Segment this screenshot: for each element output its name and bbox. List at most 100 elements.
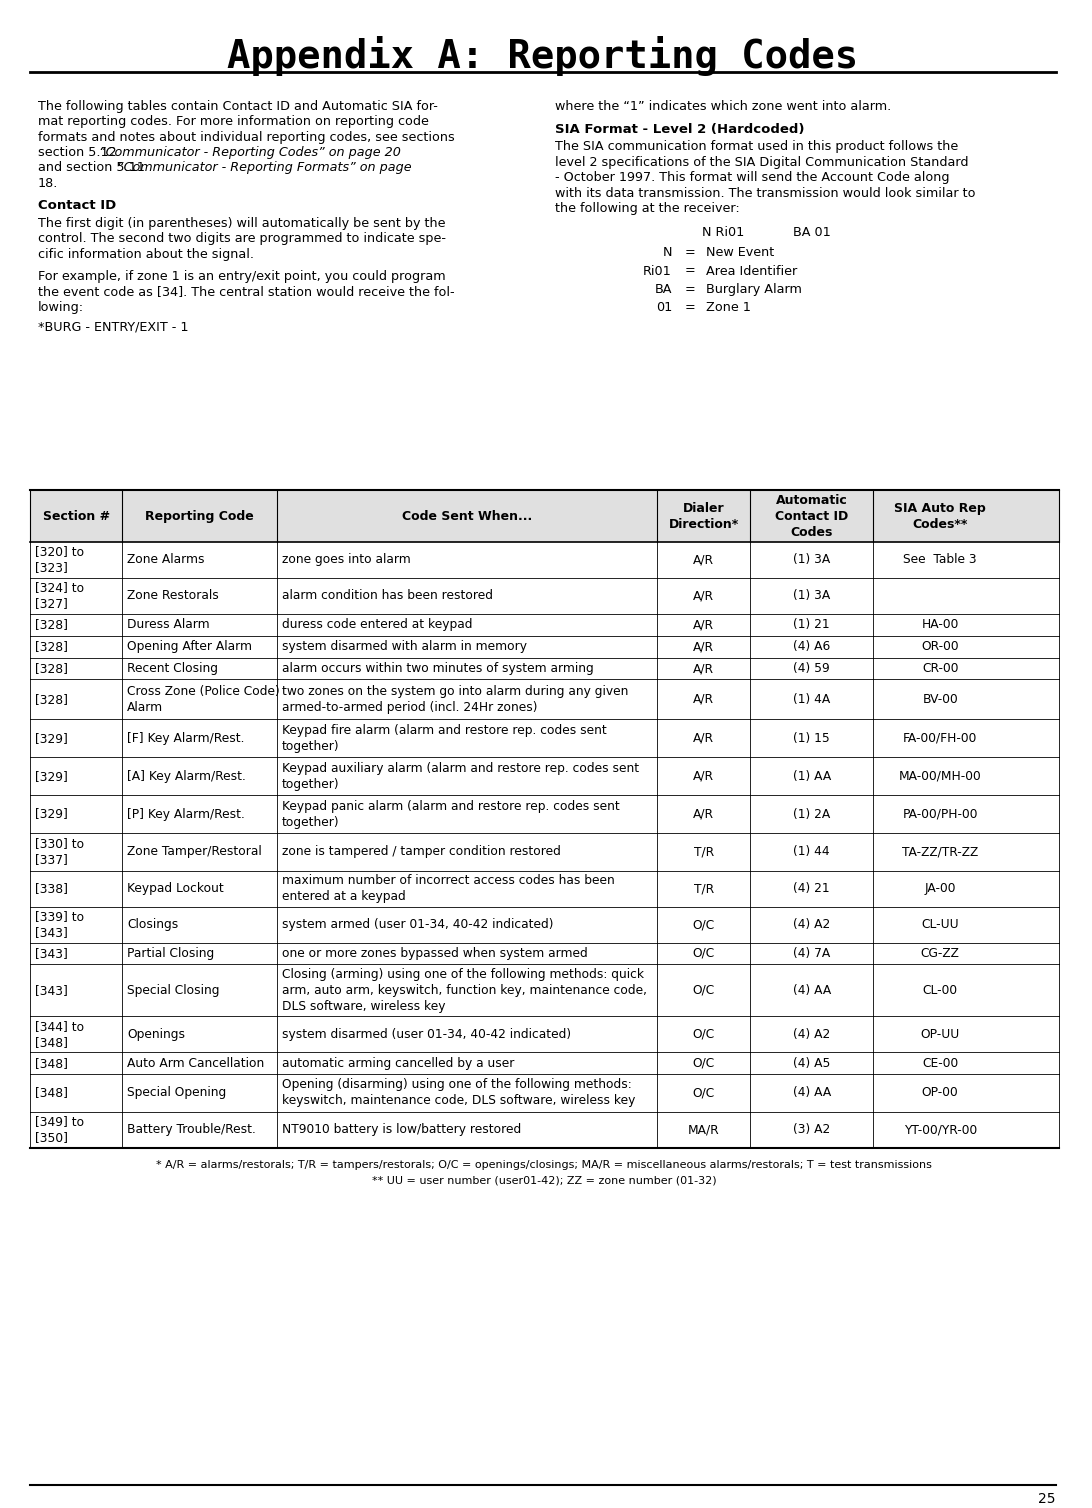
Bar <box>29 795 1058 832</box>
Text: [338]: [338] <box>35 882 68 896</box>
Text: (1) AA: (1) AA <box>793 769 831 783</box>
Text: OP-UU: OP-UU <box>921 1027 960 1041</box>
Text: A/R: A/R <box>693 692 714 706</box>
Bar <box>29 490 1058 541</box>
Text: [328]: [328] <box>35 662 68 676</box>
Text: mat reporting codes. For more information on reporting code: mat reporting codes. For more informatio… <box>38 115 429 128</box>
Text: Keypad panic alarm (alarm and restore rep. codes sent
together): Keypad panic alarm (alarm and restore re… <box>282 799 619 828</box>
Text: [320] to
[323]: [320] to [323] <box>35 546 84 575</box>
Text: For example, if zone 1 is an entry/exit point, you could program: For example, if zone 1 is an entry/exit … <box>38 270 446 284</box>
Text: [329]: [329] <box>35 769 68 783</box>
Text: level 2 specifications of the SIA Digital Communication Standard: level 2 specifications of the SIA Digita… <box>555 155 969 169</box>
Text: two zones on the system go into alarm during any given
armed-to-armed period (in: two zones on the system go into alarm du… <box>282 685 628 713</box>
Text: =: = <box>685 246 696 259</box>
Bar <box>29 578 1058 614</box>
Text: maximum number of incorrect access codes has been
entered at a keypad: maximum number of incorrect access codes… <box>282 875 615 903</box>
Text: where the “1” indicates which zone went into alarm.: where the “1” indicates which zone went … <box>555 100 891 113</box>
Text: 18.: 18. <box>38 176 58 190</box>
Text: (4) A5: (4) A5 <box>793 1057 830 1069</box>
Text: (1) 3A: (1) 3A <box>793 590 830 602</box>
Text: OR-00: OR-00 <box>922 639 959 653</box>
Text: Cross Zone (Police Code)
Alarm: Cross Zone (Police Code) Alarm <box>128 685 281 713</box>
Text: the following at the receiver:: the following at the receiver: <box>555 202 739 216</box>
Text: =: = <box>685 302 696 314</box>
Text: Area Identifier: Area Identifier <box>705 264 797 277</box>
Bar <box>29 942 1058 965</box>
Text: (4) A6: (4) A6 <box>793 639 830 653</box>
Text: MA-00/MH-00: MA-00/MH-00 <box>899 769 982 783</box>
Text: control. The second two digits are programmed to indicate spe-: control. The second two digits are progr… <box>38 232 446 246</box>
Bar <box>29 906 1058 942</box>
Text: See  Table 3: See Table 3 <box>903 553 977 567</box>
Bar <box>29 1074 1058 1111</box>
Text: O/C: O/C <box>692 1086 715 1099</box>
Text: BV-00: BV-00 <box>923 692 958 706</box>
Text: [348]: [348] <box>35 1057 68 1069</box>
Text: [P] Key Alarm/Rest.: [P] Key Alarm/Rest. <box>128 807 246 820</box>
Text: Keypad auxiliary alarm (alarm and restore rep. codes sent
together): Keypad auxiliary alarm (alarm and restor… <box>282 762 639 790</box>
Text: HA-00: HA-00 <box>922 618 959 632</box>
Text: The following tables contain Contact ID and Automatic SIA for-: The following tables contain Contact ID … <box>38 100 438 113</box>
Text: (1) 4A: (1) 4A <box>793 692 830 706</box>
Text: Partial Closing: Partial Closing <box>128 947 215 961</box>
Text: New Event: New Event <box>705 246 774 259</box>
Text: automatic arming cancelled by a user: automatic arming cancelled by a user <box>282 1057 514 1069</box>
Text: YT-00/YR-00: YT-00/YR-00 <box>903 1123 977 1137</box>
Text: (3) A2: (3) A2 <box>793 1123 830 1137</box>
Text: “Communicator - Reporting Formats” on page: “Communicator - Reporting Formats” on pa… <box>117 161 412 175</box>
Text: [F] Key Alarm/Rest.: [F] Key Alarm/Rest. <box>128 731 245 745</box>
Text: A/R: A/R <box>693 769 714 783</box>
Text: ** UU = user number (user01-42); ZZ = zone number (01-32): ** UU = user number (user01-42); ZZ = zo… <box>372 1176 716 1185</box>
Bar <box>29 757 1058 795</box>
Text: [348]: [348] <box>35 1086 68 1099</box>
Text: zone is tampered / tamper condition restored: zone is tampered / tamper condition rest… <box>282 846 560 858</box>
Text: duress code entered at keypad: duress code entered at keypad <box>282 618 472 632</box>
Text: JA-00: JA-00 <box>925 882 956 896</box>
Text: (1) 44: (1) 44 <box>793 846 830 858</box>
Text: 01: 01 <box>655 302 672 314</box>
Text: one or more zones bypassed when system armed: one or more zones bypassed when system a… <box>282 947 587 961</box>
Text: - October 1997. This format will send the Account Code along: - October 1997. This format will send th… <box>555 172 949 184</box>
Text: formats and notes about individual reporting codes, see sections: formats and notes about individual repor… <box>38 131 454 143</box>
Text: [328]: [328] <box>35 692 68 706</box>
Text: N Ri01: N Ri01 <box>702 226 744 238</box>
Text: Recent Closing: Recent Closing <box>128 662 218 676</box>
Bar <box>29 541 1058 578</box>
Text: [343]: [343] <box>35 983 68 997</box>
Bar <box>29 1053 1058 1074</box>
Bar <box>29 614 1058 636</box>
Text: [343]: [343] <box>35 947 68 961</box>
Text: Opening (disarming) using one of the following methods:
keyswitch, maintenance c: Opening (disarming) using one of the fol… <box>282 1078 636 1107</box>
Text: (4) AA: (4) AA <box>793 1086 831 1099</box>
Text: [349] to
[350]: [349] to [350] <box>35 1116 84 1145</box>
Text: Contact ID: Contact ID <box>38 199 116 213</box>
Text: [339] to
[343]: [339] to [343] <box>35 911 84 939</box>
Text: A/R: A/R <box>693 807 714 820</box>
Bar <box>29 1016 1058 1053</box>
Text: and section 5.11: and section 5.11 <box>38 161 149 175</box>
Text: Automatic
Contact ID
Codes: Automatic Contact ID Codes <box>775 493 848 538</box>
Text: Keypad Lockout: Keypad Lockout <box>128 882 224 896</box>
Text: [A] Key Alarm/Rest.: [A] Key Alarm/Rest. <box>128 769 246 783</box>
Text: (4) A2: (4) A2 <box>793 918 830 930</box>
Text: Closings: Closings <box>128 918 179 930</box>
Text: Section #: Section # <box>43 510 109 523</box>
Text: Reporting Code: Reporting Code <box>145 510 254 523</box>
Text: Opening After Alarm: Opening After Alarm <box>128 639 252 653</box>
Text: A/R: A/R <box>693 639 714 653</box>
Text: Special Opening: Special Opening <box>128 1086 227 1099</box>
Text: BA: BA <box>654 284 672 296</box>
Text: CG-ZZ: CG-ZZ <box>921 947 960 961</box>
Text: with its data transmission. The transmission would look similar to: with its data transmission. The transmis… <box>555 187 975 201</box>
Text: Ri01: Ri01 <box>643 264 672 277</box>
Text: CR-00: CR-00 <box>922 662 959 676</box>
Text: Battery Trouble/Rest.: Battery Trouble/Rest. <box>128 1123 257 1137</box>
Text: “Communicator - Reporting Codes” on page 20: “Communicator - Reporting Codes” on page… <box>99 146 401 158</box>
Text: Burglary Alarm: Burglary Alarm <box>705 284 802 296</box>
Text: [329]: [329] <box>35 807 68 820</box>
Text: The first digit (in parentheses) will automatically be sent by the: The first digit (in parentheses) will au… <box>38 217 446 229</box>
Text: 25: 25 <box>1038 1491 1056 1505</box>
Text: The SIA communication format used in this product follows the: The SIA communication format used in thi… <box>555 140 958 154</box>
Bar <box>29 680 1058 719</box>
Text: A/R: A/R <box>693 553 714 567</box>
